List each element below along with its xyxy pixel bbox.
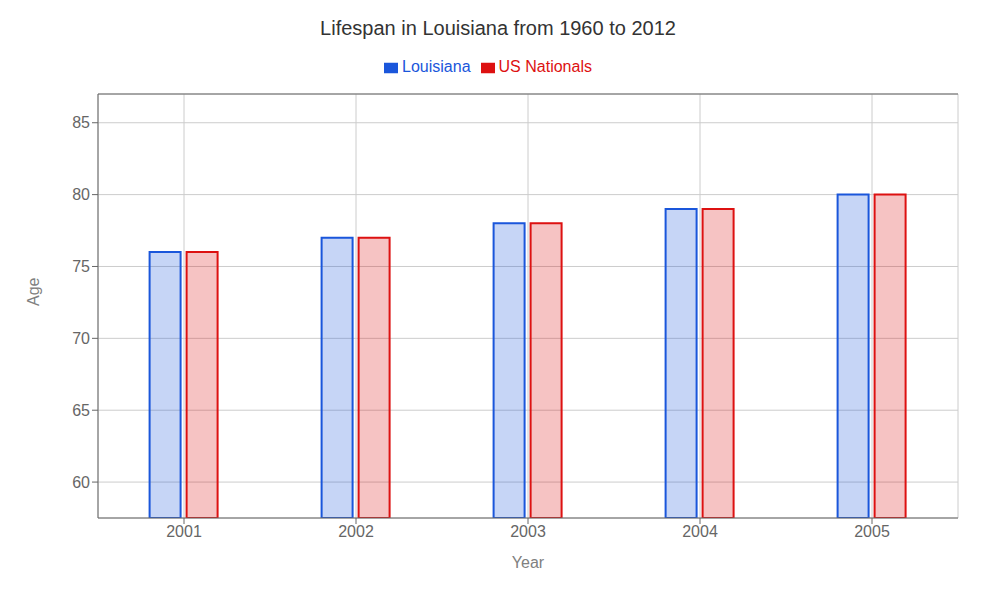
svg-text:80: 80 xyxy=(72,186,90,203)
svg-text:2004: 2004 xyxy=(682,523,718,540)
svg-text:70: 70 xyxy=(72,330,90,347)
svg-text:60: 60 xyxy=(72,474,90,491)
svg-text:85: 85 xyxy=(72,114,90,131)
svg-text:Age: Age xyxy=(25,277,42,306)
svg-text:2001: 2001 xyxy=(166,523,202,540)
svg-text:75: 75 xyxy=(72,258,90,275)
html-text:US Nationals: US Nationals xyxy=(498,58,592,75)
svg-text:65: 65 xyxy=(72,402,90,419)
svg-text:Year: Year xyxy=(512,554,545,571)
html-text:Louisiana: Louisiana xyxy=(402,58,471,75)
svg-text:2003: 2003 xyxy=(510,523,546,540)
html-text:Lifespan in Louisiana from 196: Lifespan in Louisiana from 1960 to 2012 xyxy=(320,17,676,39)
svg-text:2005: 2005 xyxy=(854,523,890,540)
svg-text:2002: 2002 xyxy=(338,523,374,540)
